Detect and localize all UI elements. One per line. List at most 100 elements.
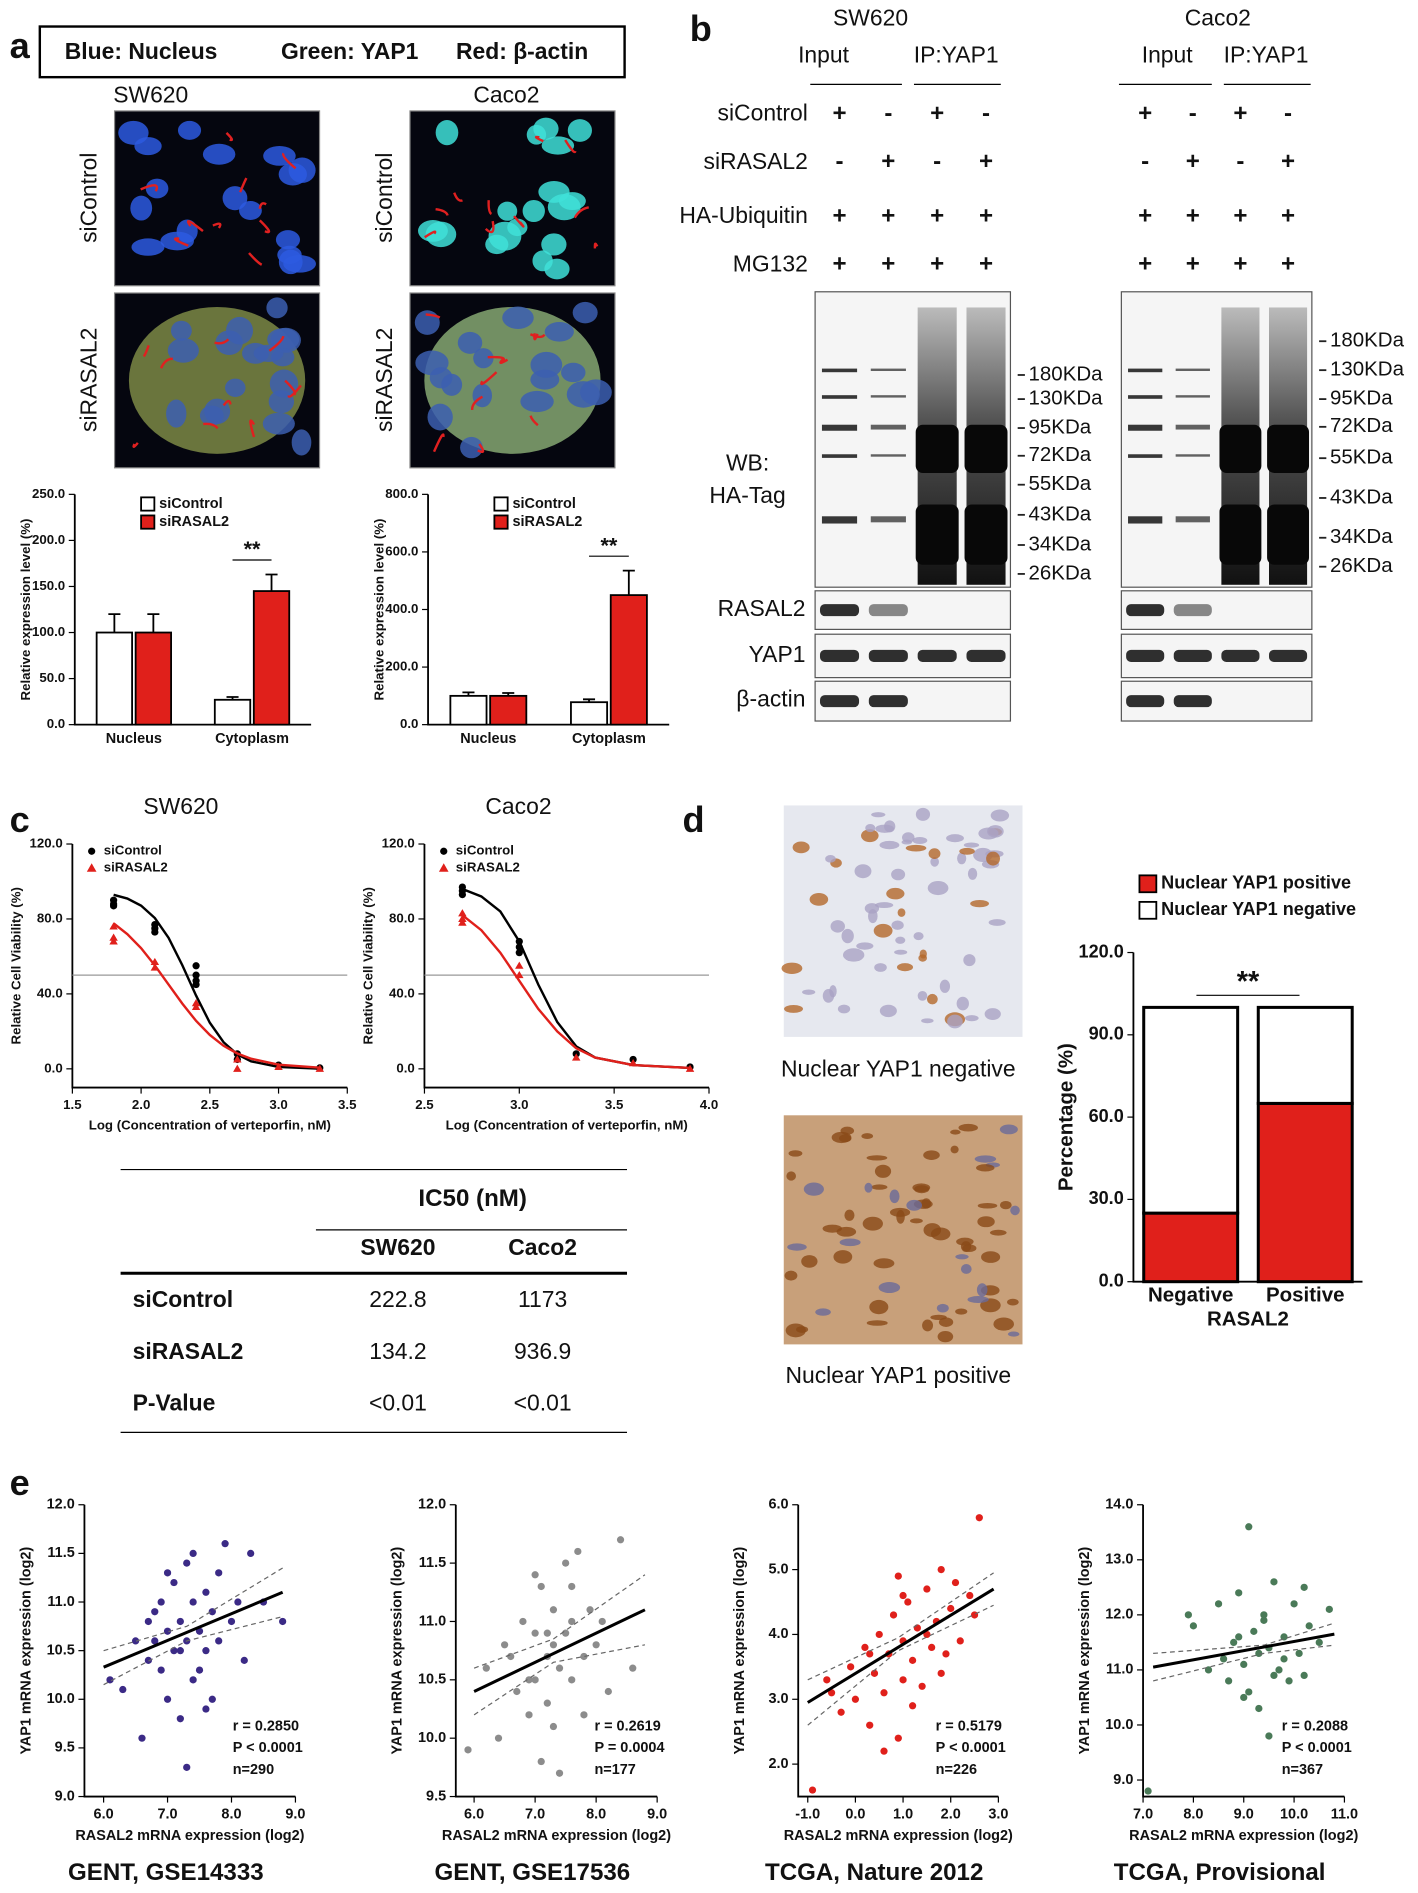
legend-box — [38, 25, 626, 79]
actin-fiber — [432, 433, 445, 453]
sign: + — [1233, 100, 1247, 127]
legend-swatch — [493, 496, 509, 512]
point — [513, 1687, 521, 1696]
ihc-stain — [809, 892, 829, 906]
x-axis-label: RASAL2 mRNA expression (log2) — [75, 1828, 304, 1844]
point — [685, 1064, 695, 1072]
sign: + — [1233, 202, 1247, 229]
point — [908, 1702, 917, 1710]
point — [192, 962, 200, 970]
sign: - — [1141, 148, 1149, 175]
x-tick-label: 9.0 — [285, 1806, 305, 1822]
significance-label: ** — [1237, 966, 1260, 998]
point — [894, 1572, 902, 1580]
nucleus — [435, 119, 459, 146]
ihc-stain — [837, 1004, 851, 1014]
ihc-stain — [856, 942, 874, 950]
actin-fiber — [529, 415, 539, 427]
stat-annotation: n=290 — [233, 1762, 274, 1778]
condition-label: siRASAL2 — [704, 148, 808, 174]
point — [937, 1565, 945, 1574]
band — [870, 424, 906, 430]
band — [870, 395, 906, 398]
sign: - — [884, 100, 892, 127]
point — [966, 1591, 974, 1600]
point — [1184, 1611, 1192, 1619]
ihc-stain — [977, 1216, 995, 1228]
point — [233, 1055, 242, 1063]
ihc-stain — [879, 1004, 897, 1018]
band — [1175, 368, 1210, 372]
ihc-stain — [861, 829, 879, 843]
ihc-stain — [930, 1227, 951, 1241]
point — [580, 1652, 588, 1661]
ihc-stain — [861, 1133, 874, 1140]
point — [531, 1629, 539, 1637]
band — [1128, 368, 1163, 373]
point — [1305, 1622, 1313, 1630]
y-tick-label: 120.0 — [1079, 941, 1124, 961]
ihc-stain — [958, 1123, 978, 1132]
actin-fiber — [281, 152, 297, 170]
ihc-stain — [927, 993, 938, 1005]
actin-fiber — [225, 132, 234, 142]
nucleus — [202, 143, 236, 165]
band — [966, 649, 1006, 662]
point — [192, 980, 200, 989]
ihc-stain — [785, 1323, 806, 1338]
band — [915, 504, 959, 565]
ihc-stain — [1000, 1200, 1012, 1210]
point — [568, 1617, 576, 1626]
point — [157, 1666, 165, 1674]
x-tick-label: Nucleus — [106, 731, 162, 747]
point — [202, 1647, 210, 1655]
regression-line — [806, 1587, 995, 1704]
point — [942, 1650, 950, 1658]
point — [515, 943, 523, 951]
point — [975, 1514, 983, 1522]
point — [1265, 1732, 1273, 1740]
actin-fiber — [173, 237, 189, 247]
band — [1175, 424, 1210, 430]
point — [870, 1669, 879, 1677]
sign: + — [979, 148, 993, 175]
actin-fiber — [258, 219, 271, 234]
sign: - — [982, 100, 990, 127]
bar-segment — [1142, 1211, 1240, 1284]
sign: + — [832, 251, 846, 278]
ihc-stain — [802, 989, 816, 995]
point — [1230, 1638, 1238, 1647]
legend-marker — [88, 847, 96, 855]
row-label: siRASAL2 — [371, 328, 397, 432]
band — [870, 454, 906, 457]
nucleus — [544, 321, 574, 342]
point — [616, 1536, 625, 1544]
point — [904, 1598, 912, 1606]
blot-title: Caco2 — [1185, 4, 1251, 30]
sign: + — [930, 251, 944, 278]
nucleus — [547, 193, 581, 221]
bar-segment — [1142, 1005, 1240, 1215]
legend-swatch — [140, 514, 156, 530]
nucleus — [488, 221, 522, 251]
y-tick-label: 0.0 — [400, 716, 418, 731]
y-tick-label: 9.0 — [1113, 1772, 1133, 1788]
band — [1128, 516, 1163, 524]
x-tick-label: 9.0 — [647, 1806, 667, 1822]
ihc-stain — [988, 919, 1006, 926]
ihc-stain — [842, 948, 865, 962]
y-axis-label: Relative Cell Viability (%) — [360, 887, 375, 1044]
panel-label: e — [10, 1462, 30, 1503]
nucleus — [532, 250, 553, 272]
marker-label: 26KDa — [1029, 561, 1092, 584]
band — [868, 649, 908, 662]
point — [227, 1617, 236, 1626]
ihc-stain — [962, 1244, 977, 1252]
table-header: Caco2 — [508, 1234, 577, 1260]
band — [1173, 604, 1212, 617]
actin-fiber — [435, 208, 449, 216]
point — [875, 1630, 883, 1639]
table-row-label: siControl — [133, 1286, 233, 1312]
ihc-stain — [981, 1251, 1001, 1263]
point — [1250, 1627, 1258, 1635]
